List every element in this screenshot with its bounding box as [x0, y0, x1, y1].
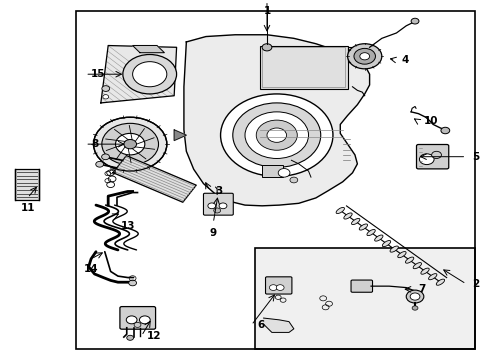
Circle shape [129, 280, 137, 286]
Ellipse shape [429, 274, 437, 280]
Circle shape [412, 306, 418, 310]
Circle shape [101, 154, 109, 160]
Text: 11: 11 [20, 203, 35, 213]
Text: 7: 7 [418, 284, 426, 294]
Text: 8: 8 [91, 139, 98, 149]
Circle shape [419, 154, 434, 165]
Bar [255, 248, 475, 348]
Text: 1: 1 [263, 6, 270, 16]
Circle shape [102, 86, 110, 91]
Circle shape [102, 123, 159, 165]
Ellipse shape [382, 240, 391, 247]
Circle shape [220, 94, 333, 176]
Circle shape [134, 322, 141, 327]
Polygon shape [101, 45, 176, 103]
Bar [347, 47, 367, 62]
Circle shape [360, 53, 369, 60]
Circle shape [133, 62, 167, 87]
Polygon shape [264, 318, 294, 332]
Text: 9: 9 [210, 228, 217, 238]
Circle shape [214, 208, 220, 213]
Circle shape [124, 139, 137, 149]
FancyBboxPatch shape [203, 193, 233, 215]
Ellipse shape [413, 262, 421, 269]
Ellipse shape [375, 235, 383, 241]
Polygon shape [113, 156, 196, 202]
Circle shape [278, 168, 290, 177]
Circle shape [123, 54, 176, 94]
Circle shape [290, 177, 298, 183]
Circle shape [354, 48, 375, 64]
Ellipse shape [336, 207, 344, 213]
FancyBboxPatch shape [416, 144, 449, 169]
Ellipse shape [359, 224, 368, 230]
Text: 2: 2 [472, 279, 479, 289]
Ellipse shape [421, 268, 429, 274]
Circle shape [347, 44, 382, 69]
Ellipse shape [344, 213, 352, 219]
Bar [15, 169, 39, 200]
Circle shape [410, 293, 420, 300]
Bar [118, 167, 132, 174]
Circle shape [96, 161, 103, 167]
Text: 5: 5 [472, 152, 479, 162]
Text: 12: 12 [147, 331, 162, 341]
Bar [262, 47, 345, 87]
Polygon shape [133, 45, 164, 53]
Circle shape [233, 103, 321, 167]
Ellipse shape [436, 279, 444, 285]
Circle shape [116, 134, 145, 155]
FancyBboxPatch shape [266, 277, 292, 294]
Bar [76, 12, 475, 348]
Circle shape [262, 44, 272, 51]
Circle shape [140, 316, 150, 324]
Text: 3: 3 [216, 186, 223, 196]
Polygon shape [174, 130, 186, 140]
Ellipse shape [351, 219, 360, 225]
Circle shape [432, 151, 441, 158]
Bar [260, 45, 347, 89]
Circle shape [208, 203, 216, 209]
Text: 14: 14 [84, 264, 98, 274]
Circle shape [267, 128, 287, 142]
Circle shape [245, 112, 309, 158]
Circle shape [103, 95, 109, 99]
Circle shape [127, 335, 134, 340]
Polygon shape [184, 35, 369, 206]
Circle shape [411, 18, 419, 24]
Circle shape [270, 285, 277, 291]
Circle shape [219, 203, 227, 209]
Text: 10: 10 [423, 116, 438, 126]
FancyBboxPatch shape [351, 280, 372, 292]
Text: 13: 13 [121, 221, 135, 231]
Circle shape [126, 316, 137, 324]
Ellipse shape [367, 229, 375, 235]
Ellipse shape [405, 257, 414, 263]
Bar [262, 165, 283, 177]
FancyBboxPatch shape [120, 307, 156, 329]
Text: 15: 15 [91, 69, 105, 79]
Ellipse shape [398, 252, 406, 258]
Text: 4: 4 [401, 55, 409, 65]
Circle shape [276, 285, 284, 291]
Ellipse shape [390, 246, 398, 252]
Circle shape [94, 117, 167, 171]
Circle shape [441, 127, 450, 134]
Text: 6: 6 [257, 320, 265, 330]
Circle shape [406, 290, 424, 303]
Circle shape [256, 120, 297, 150]
